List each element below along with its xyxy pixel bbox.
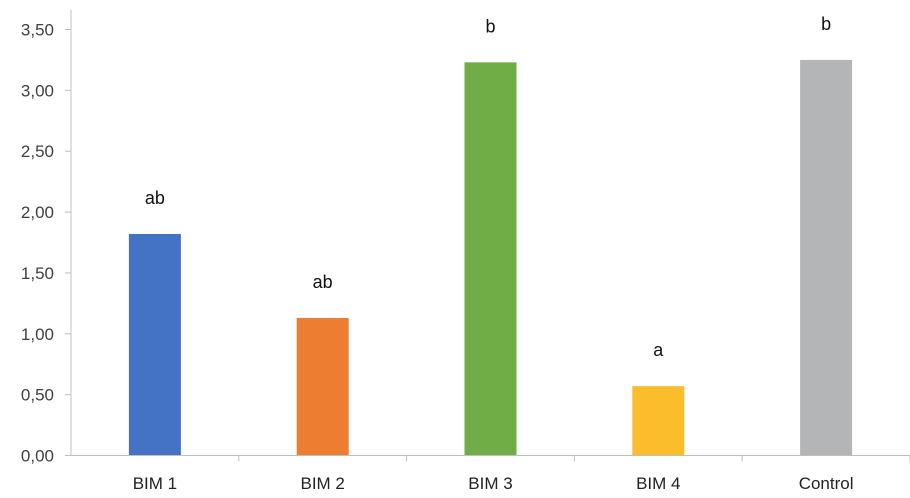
y-tick-label: 3,00: [21, 81, 54, 100]
y-tick-label: 2,50: [21, 142, 54, 161]
x-tick-label-control: Control: [799, 474, 854, 493]
bar-control: [800, 59, 853, 456]
y-tick-label: 2,00: [21, 203, 54, 222]
bar-label-bim-4: a: [653, 340, 664, 360]
x-tick-label-bim-3: BIM 3: [468, 474, 512, 493]
x-tick-label-bim-1: BIM 1: [133, 474, 177, 493]
bar-bim-3: [464, 62, 517, 456]
x-tick-label-bim-2: BIM 2: [300, 474, 344, 493]
bar-label-bim-1: ab: [145, 188, 165, 208]
y-tick-label: 0,00: [21, 447, 54, 466]
bar-bim-1: [128, 233, 181, 456]
bar-bim-2: [296, 317, 349, 456]
bar-label-bim-2: ab: [313, 272, 333, 292]
y-tick-label: 1,00: [21, 325, 54, 344]
y-tick-label: 0,50: [21, 386, 54, 405]
y-axis: 0,00 0,50 1,00 1,50 2,00 2,50 3,00 3,50: [21, 10, 72, 466]
bar-bim-4: [632, 386, 685, 456]
y-tick-label: 1,50: [21, 264, 54, 283]
y-tick-label: 3,50: [21, 21, 54, 40]
x-tick-label-bim-4: BIM 4: [636, 474, 680, 493]
bar-label-control: b: [821, 14, 831, 34]
bar-label-bim-3: b: [485, 16, 495, 36]
x-axis: BIM 1 BIM 2 BIM 3 BIM 4 Control: [71, 455, 910, 493]
